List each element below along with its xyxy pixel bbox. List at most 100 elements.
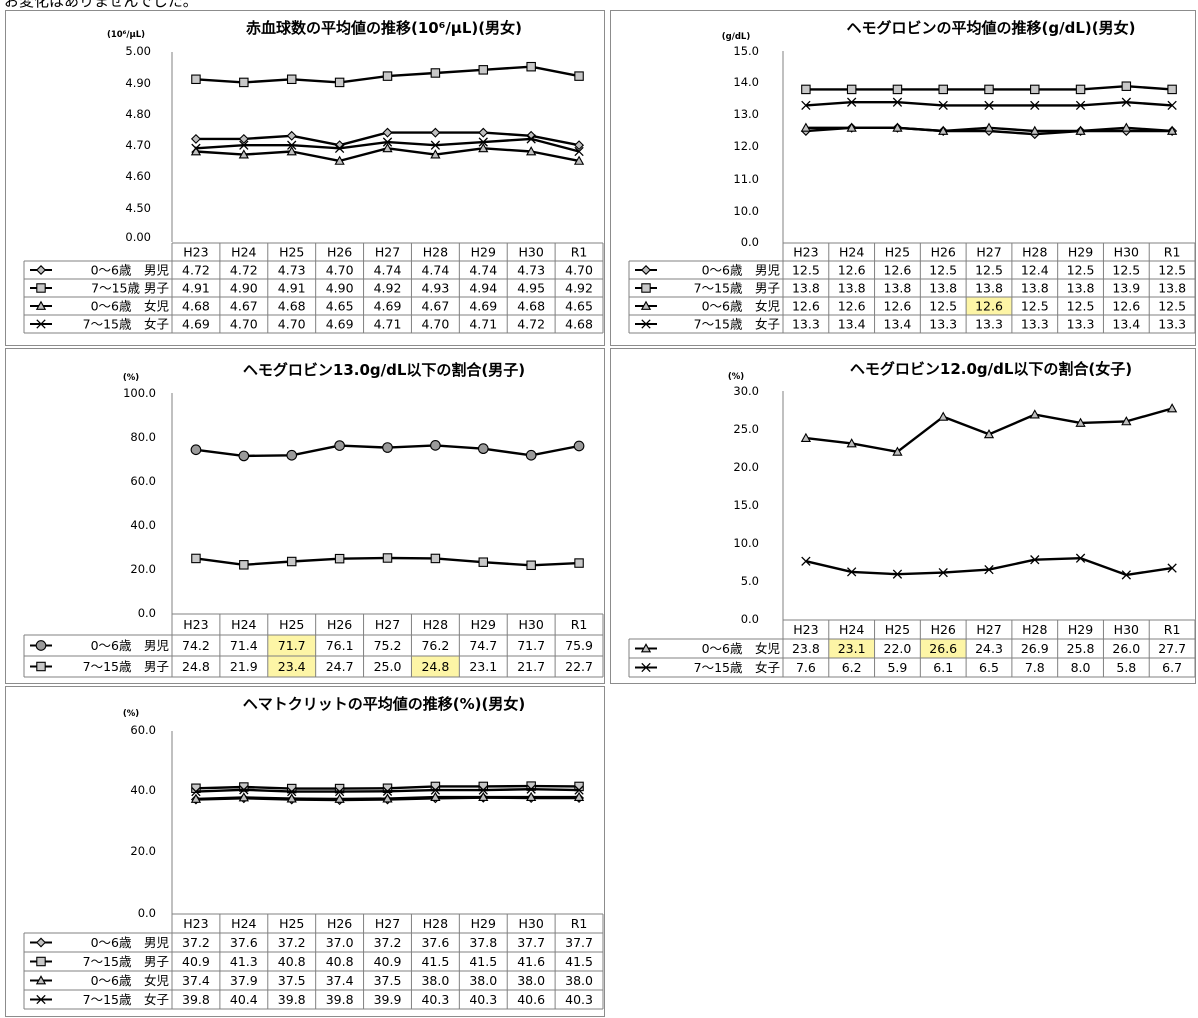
y-tick-label: 4.70 xyxy=(125,138,151,152)
data-table: H23 H24 H25 H26 H27 H28 H29 H30 R1 0～6歳 男児 37.2 37.… xyxy=(23,913,604,1010)
data-label: 12.6 xyxy=(792,299,820,314)
data-label: 4.68 xyxy=(565,317,593,332)
data-label: 37.7 xyxy=(565,935,593,950)
data-point xyxy=(574,558,584,568)
data-point xyxy=(334,786,345,797)
header-text: お変化はありませんでした。 xyxy=(4,0,198,10)
legend-label: 7～15歳 男子 xyxy=(83,954,169,969)
chart-title: ヘモグロビンの平均値の推移(g/dL)(男女) xyxy=(847,19,1136,37)
data-label: 12.5 xyxy=(792,263,820,278)
x-tick-label: R1 xyxy=(1164,245,1181,260)
data-point xyxy=(526,784,536,794)
data-label: 38.0 xyxy=(421,973,449,988)
x-tick-label: H27 xyxy=(375,245,400,260)
data-table: H23 H24 H25 H26 H27 H28 H29 H30 R1 0～6歳 男児 74.2 71.… xyxy=(23,613,604,678)
data-label: 4.68 xyxy=(182,299,210,314)
legend-key-marker xyxy=(640,300,652,310)
data-point xyxy=(574,785,584,795)
data-point xyxy=(239,782,249,792)
data-point xyxy=(334,155,345,165)
legend-key-marker xyxy=(36,956,46,967)
x-tick-label: H24 xyxy=(231,916,256,931)
x-tick-label: H30 xyxy=(1114,622,1139,637)
y-tick-label: 80.0 xyxy=(130,430,156,444)
x-tick-label: H29 xyxy=(1068,245,1093,260)
data-label: 39.8 xyxy=(278,992,306,1007)
data-label: 24.8 xyxy=(182,659,210,674)
series-4 xyxy=(801,97,1177,111)
data-label: 4.70 xyxy=(230,317,258,332)
legend-key-marker xyxy=(641,283,651,293)
y-tick-label: 4.80 xyxy=(125,107,151,121)
data-point xyxy=(1166,125,1178,135)
y-tick-label: 20.0 xyxy=(130,562,156,576)
data-label: 37.5 xyxy=(374,973,402,988)
legend-label: 7～15歳 男子 xyxy=(83,659,169,674)
legend-key-marker xyxy=(36,994,46,1005)
data-point xyxy=(239,140,249,150)
data-label: 4.91 xyxy=(182,281,210,296)
x-tick-label: H30 xyxy=(519,916,544,931)
data-label: 4.72 xyxy=(517,317,545,332)
x-tick-label: H27 xyxy=(976,622,1001,637)
x-tick-label: H23 xyxy=(183,916,208,931)
y-tick-label: 14.0 xyxy=(733,75,759,89)
data-point xyxy=(574,140,585,151)
data-label: 12.6 xyxy=(1112,299,1140,314)
data-point xyxy=(801,84,811,95)
data-label: 4.69 xyxy=(326,317,354,332)
data-label: 13.8 xyxy=(929,281,957,296)
data-point xyxy=(382,127,393,138)
y-tick-label: 15.0 xyxy=(733,44,759,58)
y-tick-label: 13.0 xyxy=(733,107,759,121)
data-label: 38.0 xyxy=(565,973,593,988)
legend-key-marker xyxy=(36,319,46,329)
data-point xyxy=(382,553,393,563)
data-label: 71.4 xyxy=(230,638,258,653)
data-label: 4.67 xyxy=(421,299,449,314)
data-label: 12.6 xyxy=(884,263,912,278)
data-point xyxy=(1121,81,1132,91)
data-label: 4.74 xyxy=(374,263,402,278)
data-label: 37.6 xyxy=(421,935,449,950)
legend-label: 7～15歳 女子 xyxy=(694,317,780,332)
y-tick-label: 5.00 xyxy=(125,44,151,58)
data-label: 23.1 xyxy=(469,659,497,674)
data-label: 6.2 xyxy=(842,660,862,675)
data-label: 41.5 xyxy=(469,954,497,969)
data-label: 13.3 xyxy=(1021,317,1049,332)
data-label: 37.2 xyxy=(278,935,306,950)
legend-label: 0～6歳 女児 xyxy=(91,299,169,314)
data-point xyxy=(478,557,489,567)
x-tick-label: H23 xyxy=(793,622,818,637)
x-tick-label: H26 xyxy=(327,617,352,632)
x-tick-label: H25 xyxy=(885,622,910,637)
data-label: 40.3 xyxy=(421,992,449,1007)
data-point xyxy=(983,428,995,439)
x-tick-label: H28 xyxy=(1022,245,1047,260)
data-point xyxy=(846,84,857,95)
data-label: 12.5 xyxy=(1021,299,1049,314)
data-label: 12.4 xyxy=(1021,263,1049,278)
data-point xyxy=(1030,555,1040,565)
x-tick-label: H29 xyxy=(471,617,496,632)
legend-key-marker xyxy=(35,640,47,651)
chart-panel-rbc: 赤血球数の平均値の推移(10⁶/μL)(男女) (10⁶/μL) 0.00 4.50 4… xyxy=(5,10,605,346)
data-point xyxy=(1121,570,1131,580)
y-tick-label: 100.0 xyxy=(123,386,156,400)
data-table: H23 H24 H25 H26 H27 H28 H29 H30 R1 0～6歳 男児 12.5 12.… xyxy=(628,242,1196,334)
data-label: 38.0 xyxy=(469,973,497,988)
data-point xyxy=(430,791,441,802)
data-label: 4.91 xyxy=(278,281,306,296)
y-tick-label: 4.60 xyxy=(125,169,151,183)
y-axis-unit: (g/dL) xyxy=(722,32,751,42)
data-label: 4.74 xyxy=(469,263,497,278)
data-label: 37.8 xyxy=(469,935,497,950)
highlight-cell xyxy=(411,656,460,677)
y-axis-unit: (10⁶/μL) xyxy=(107,30,145,40)
data-point xyxy=(191,74,201,85)
data-label: 4.68 xyxy=(278,299,306,314)
y-tick-label: 0.0 xyxy=(741,612,759,626)
data-label: 4.70 xyxy=(565,263,593,278)
data-point xyxy=(382,137,393,147)
